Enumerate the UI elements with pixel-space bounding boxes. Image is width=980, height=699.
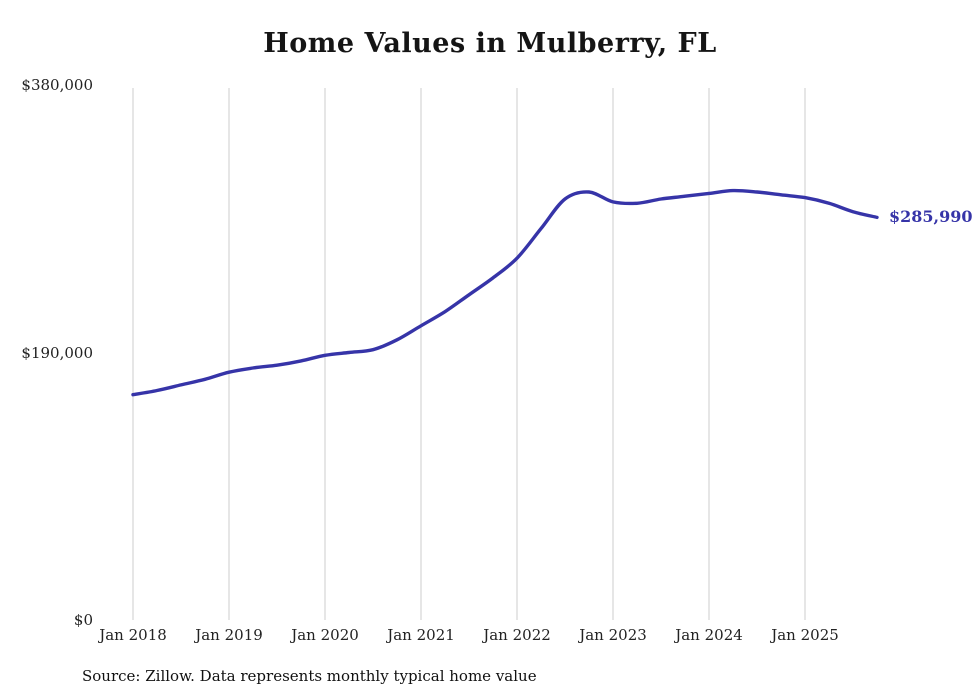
x-tick-label: Jan 2021 — [387, 626, 455, 644]
x-tick-label: Jan 2024 — [675, 626, 743, 644]
y-tick-label: $0 — [73, 611, 93, 629]
series-line — [131, 188, 879, 397]
x-axis-labels: Jan 2018 Jan 2019 Jan 2020 Jan 2021 Jan 2022… — [0, 625, 980, 649]
chart-title: Home Values in Mulberry, FL — [263, 28, 717, 59]
y-tick-label: $190,000 — [21, 343, 93, 362]
source-note: Source: Zillow. Data represents monthly … — [82, 667, 537, 685]
x-tick-label: Jan 2018 — [99, 626, 167, 644]
x-tick-label: Jan 2022 — [483, 626, 551, 644]
x-tick-label: Jan 2020 — [291, 626, 359, 644]
x-tick-label: Jan 2023 — [579, 626, 647, 644]
x-tick-label: Jan 2025 — [771, 626, 839, 644]
y-axis-labels: $0 $190,000 $380,000 — [0, 0, 93, 699]
y-tick-label: $380,000 — [21, 76, 93, 94]
x-tick-label: Jan 2019 — [195, 626, 263, 644]
series-end-value-label: $285,990 — [889, 207, 973, 227]
